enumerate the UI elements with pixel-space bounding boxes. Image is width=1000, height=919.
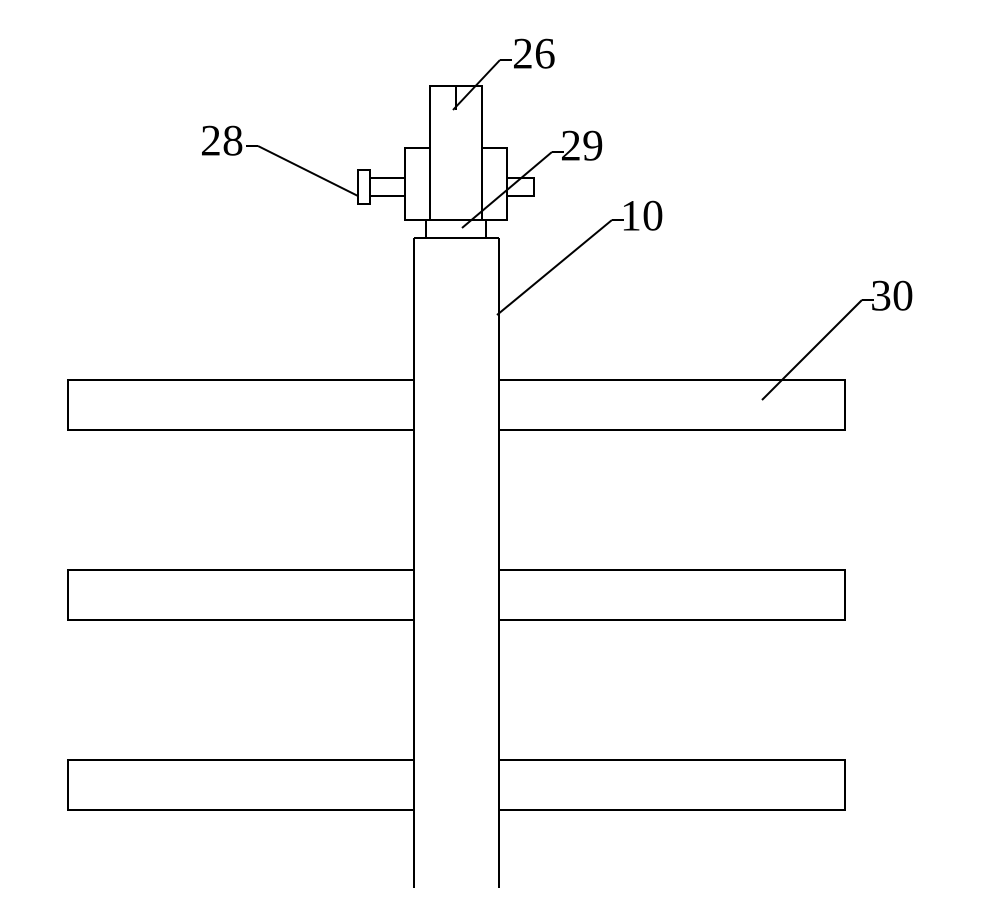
label-26: 26 [512, 28, 556, 79]
label-29: 29 [560, 120, 604, 171]
diagram-container: 26 28 29 10 30 [0, 0, 1000, 919]
label-28: 28 [200, 115, 244, 166]
label-30: 30 [870, 270, 914, 321]
label-10: 10 [620, 190, 664, 241]
diagram-svg [0, 0, 1000, 919]
